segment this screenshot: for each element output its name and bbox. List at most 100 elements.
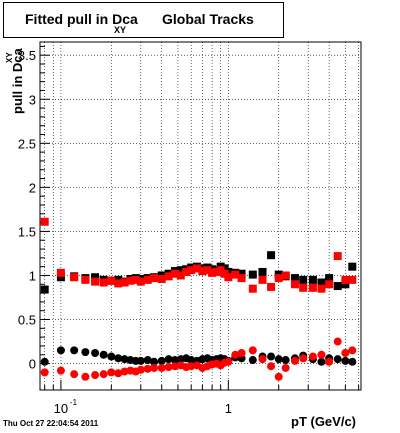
data-point-square — [136, 277, 145, 286]
data-point-circle — [56, 346, 65, 355]
data-point-square — [290, 280, 299, 289]
data-point-square — [91, 277, 100, 286]
x-tick-label-exponent: -1 — [70, 398, 78, 407]
data-point-square — [56, 273, 65, 282]
data-point-circle — [164, 355, 173, 364]
data-point-square — [176, 266, 185, 275]
data-point-square — [212, 267, 221, 276]
data-point-square — [150, 274, 159, 283]
data-point-circle — [91, 348, 100, 357]
data-point-circle — [299, 354, 308, 363]
data-point-square — [299, 283, 308, 292]
data-point-square — [143, 275, 152, 284]
data-point-circle — [157, 363, 166, 372]
data-point-square — [333, 282, 342, 291]
y-tick-label: 2.5 — [18, 136, 36, 151]
y-tick-label: 1.5 — [18, 224, 36, 239]
data-point-square — [341, 280, 350, 289]
data-point-square — [317, 278, 326, 287]
data-point-square — [176, 271, 185, 280]
data-point-square — [114, 279, 123, 288]
data-point-square — [164, 272, 173, 281]
data-point-square — [182, 267, 191, 276]
data-point-square — [341, 275, 350, 284]
data-point-square — [348, 262, 357, 271]
data-point-circle — [107, 368, 116, 377]
data-point-square — [120, 278, 129, 287]
data-point-circle — [341, 356, 350, 365]
data-point-square — [131, 275, 140, 284]
data-point-circle — [237, 348, 246, 357]
data-point-square — [248, 270, 257, 279]
data-point-circle — [143, 356, 152, 365]
data-point-square — [107, 276, 116, 285]
data-point-circle — [143, 364, 152, 373]
data-point-circle — [267, 352, 276, 361]
data-point-circle — [341, 348, 350, 357]
data-point-square — [224, 273, 233, 282]
data-point-circle — [56, 366, 65, 375]
data-point-circle — [258, 355, 267, 364]
data-point-circle — [290, 356, 299, 365]
data-point-square — [348, 275, 357, 284]
data-point-square — [308, 283, 317, 292]
data-point-circle — [40, 357, 49, 366]
data-point-square — [325, 274, 334, 283]
data-point-square — [299, 275, 308, 284]
data-point-circle — [281, 363, 290, 372]
data-point-circle — [150, 363, 159, 372]
data-point-square — [99, 278, 108, 287]
data-point-square — [267, 251, 276, 260]
data-point-circle — [348, 346, 357, 355]
data-point-square — [126, 276, 135, 285]
y-tick-label: 0.5 — [18, 313, 36, 328]
data-point-circle — [348, 357, 357, 366]
data-point-circle — [267, 362, 276, 371]
y-tick-label: 3.5 — [18, 48, 36, 63]
data-point-square — [56, 268, 65, 277]
data-point-circle — [317, 350, 326, 359]
data-point-square — [70, 273, 79, 282]
y-tick-label: 1 — [29, 268, 36, 283]
chart-title-tail: Global Tracks — [162, 11, 254, 27]
timestamp: Thu Oct 27 22:04:54 2011 — [3, 419, 99, 428]
data-point-square — [157, 274, 166, 283]
data-point-circle — [274, 372, 283, 381]
data-point-circle — [333, 337, 342, 346]
data-point-circle — [248, 346, 257, 355]
data-point-circle — [107, 352, 116, 361]
data-point-square — [258, 275, 267, 284]
data-point-circle — [231, 350, 240, 359]
data-point-square — [40, 285, 49, 294]
data-point-square — [231, 270, 240, 279]
data-point-square — [317, 284, 326, 293]
data-point-circle — [81, 348, 90, 357]
y-tick-label: 2 — [29, 180, 36, 195]
data-point-circle — [224, 357, 233, 366]
x-axis-label: pT (GeV/c) — [291, 414, 357, 429]
data-point-circle — [136, 365, 145, 374]
data-point-circle — [274, 355, 283, 364]
y-tick-label: 0 — [29, 357, 36, 372]
data-point-square — [267, 282, 276, 291]
data-point-circle — [164, 363, 173, 372]
data-point-circle — [91, 371, 100, 380]
title-box: Fitted pull in Dca XY Global Tracks — [3, 2, 284, 38]
data-point-circle — [81, 372, 90, 381]
data-point-square — [91, 273, 100, 282]
data-point-square — [81, 275, 90, 284]
data-point-square — [203, 266, 212, 275]
data-point-circle — [70, 370, 79, 379]
data-point-square — [325, 280, 334, 289]
data-point-circle — [99, 370, 108, 379]
data-point-square — [281, 271, 290, 280]
data-point-circle — [317, 357, 326, 366]
data-point-square — [290, 274, 299, 283]
data-point-square — [40, 217, 49, 226]
data-point-square — [187, 266, 196, 275]
data-point-circle — [40, 368, 49, 377]
data-point-square — [237, 274, 246, 283]
data-point-circle — [281, 356, 290, 365]
data-point-circle — [136, 356, 145, 365]
data-point-circle — [248, 356, 257, 365]
